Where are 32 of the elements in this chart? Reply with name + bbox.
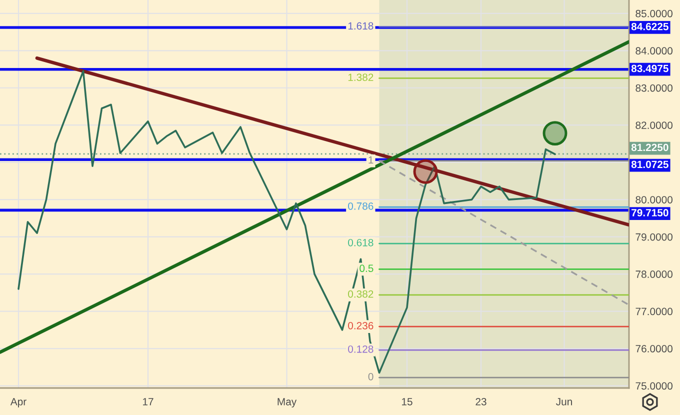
ref-line-label: 83.4975 [631,64,668,72]
series-label: 0.236 [348,322,374,330]
ref-line-label: 84.6225 [631,22,668,30]
series-label: 1.618 [348,22,374,30]
y-tick-label: 80.0000 [636,196,672,204]
series-label: 0.128 [348,345,374,353]
y-tick-label: 75.0000 [636,382,672,390]
y-tick-label: 83.0000 [636,84,672,92]
x-tick-label: May [278,398,297,408]
y-tick-label: 77.0000 [636,308,672,316]
series-label: 0.5 [360,264,374,272]
series-label: 0 [368,372,374,380]
ref-line-label: 81.2250 [631,144,668,152]
y-tick-label: 84.0000 [636,47,672,55]
ref-line-label: 81.0725 [631,160,668,168]
series-label: 1 [368,156,374,164]
y-tick-label: 85.0000 [636,10,672,18]
ref-line-label: 79.7150 [632,209,668,216]
y-tick-label: 82.0000 [636,122,672,129]
y-tick-label: 79.0000 [636,233,672,241]
x-tick-label: Jun [556,398,572,406]
series-label: 0.618 [348,238,374,246]
x-tick-label: 17 [143,398,154,406]
y-tick-label: 76.0000 [636,345,672,352]
series-label: 0.382 [348,290,374,298]
series-label: 0.786 [348,202,374,210]
x-tick-label: Apr [10,398,26,408]
x-tick-label: 23 [476,398,486,406]
y-tick-label: 78.0000 [636,270,672,278]
series-label: 1.382 [348,74,374,81]
x-tick-label: 15 [402,398,412,406]
line-series [18,70,556,374]
